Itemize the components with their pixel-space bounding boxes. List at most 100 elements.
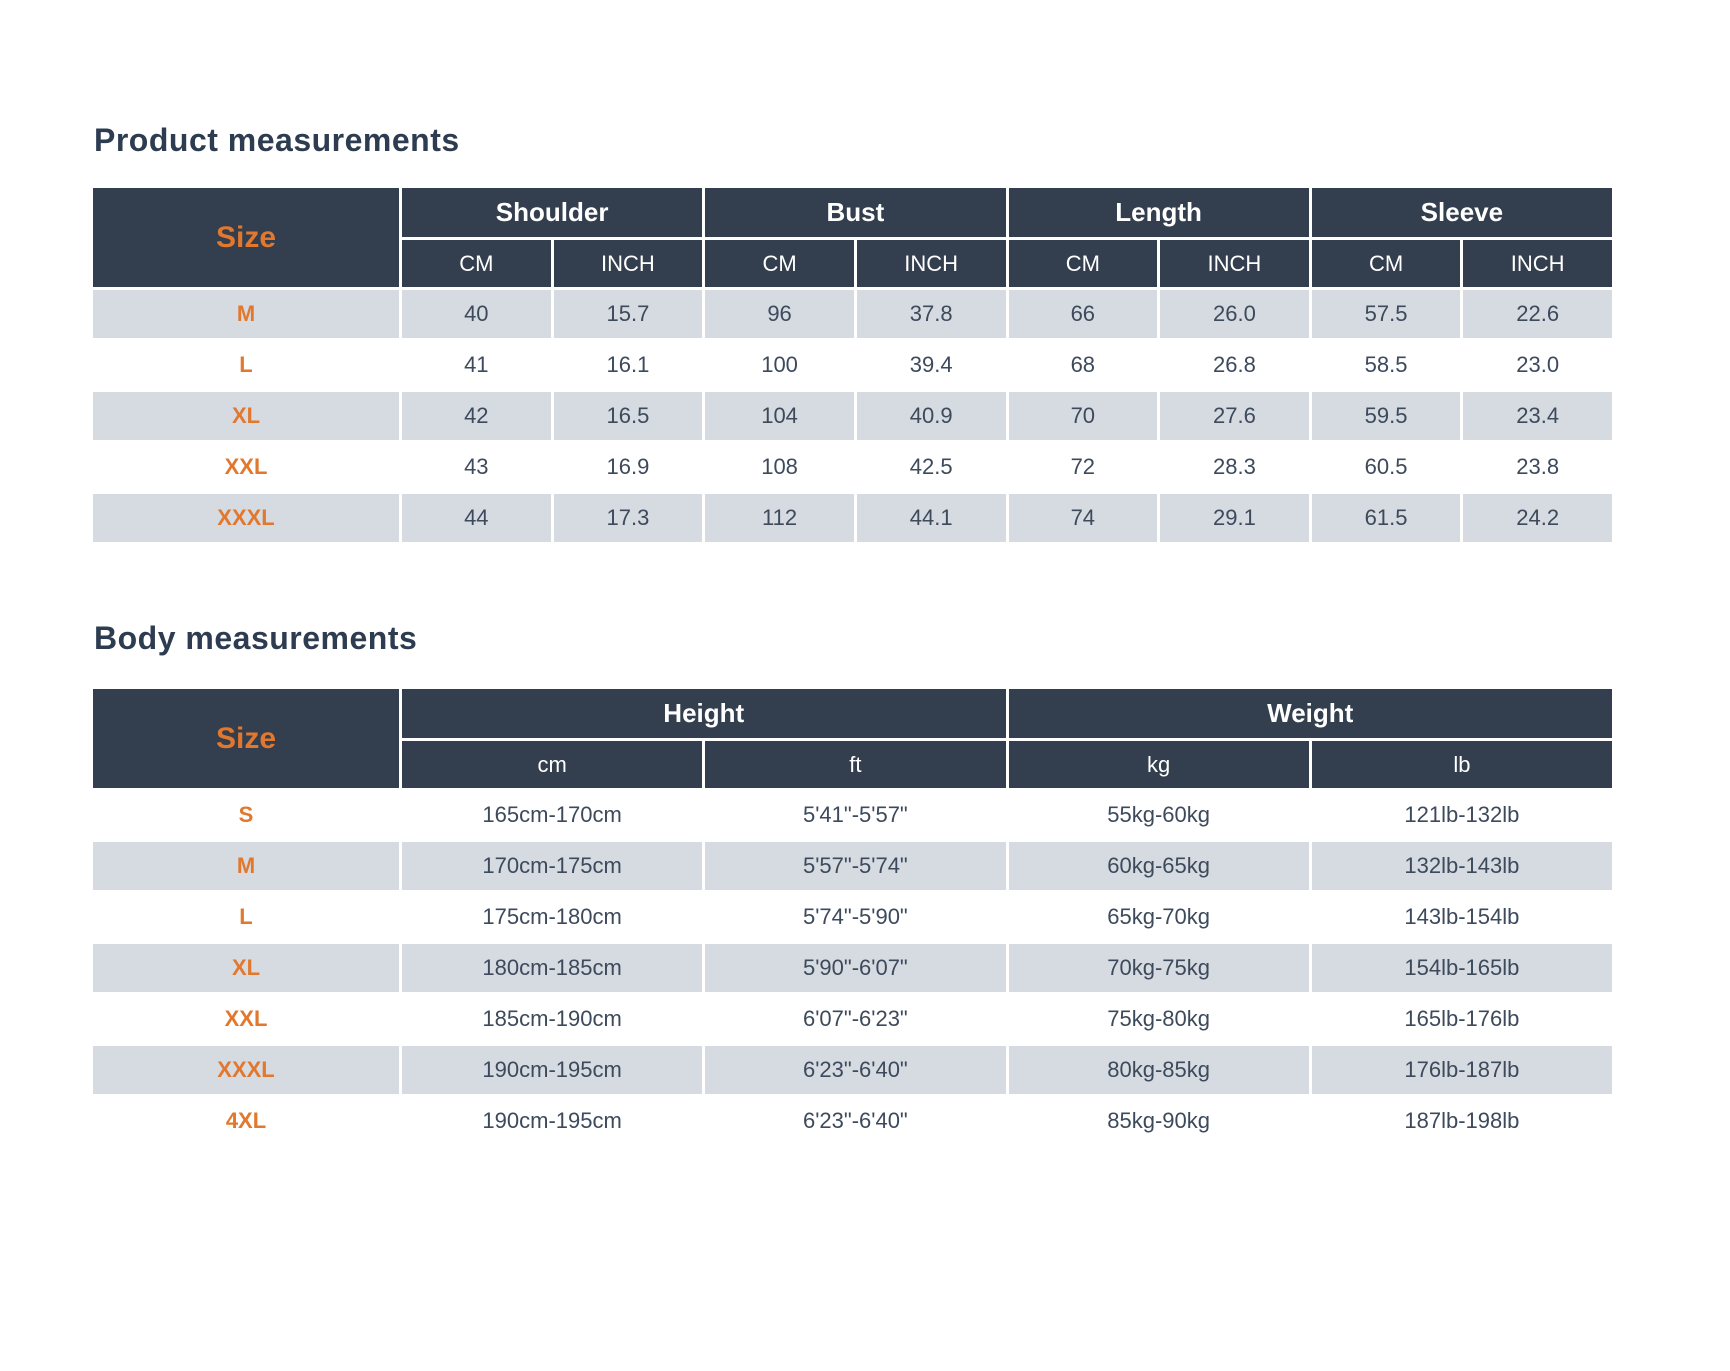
table-row: L 175cm-180cm 5'74"-5'90" 65kg-70kg 143l… [90,890,1616,944]
bust-group-header: Bust [702,185,1009,240]
value-cell: 85kg-90kg [1005,1094,1312,1148]
unit-header: INCH [853,237,1009,290]
value-cell: 61.5 [1308,491,1464,545]
table-row: XXL 185cm-190cm 6'07"-6'23" 75kg-80kg 16… [90,992,1616,1046]
size-cell: 4XL [90,1094,402,1148]
sleeve-group-header: Sleeve [1308,185,1616,240]
size-cell: M [90,287,402,341]
value-cell: 17.3 [550,491,706,545]
value-cell: 40 [399,287,554,341]
value-cell: 42.5 [853,440,1009,494]
value-cell: 6'23"-6'40" [702,1043,1009,1097]
value-cell: 112 [702,491,857,545]
size-cell: S [90,788,402,842]
value-cell: 5'74"-5'90" [702,890,1009,944]
table-subheader-row: cm ft kg lb [92,738,1616,791]
height-group-header: Height [399,686,1009,741]
value-cell: 170cm-175cm [398,839,706,893]
value-cell: 26.8 [1157,338,1312,392]
value-cell: 104 [702,389,857,443]
value-cell: 70 [1005,389,1161,443]
size-column-header: Size [90,185,402,290]
table-row: XL 180cm-185cm 5'90"-6'07" 70kg-75kg 154… [90,941,1616,995]
unit-header: kg [1005,738,1312,791]
value-cell: 5'57"-5'74" [702,839,1009,893]
size-cell: M [90,839,402,893]
size-cell: XXXL [90,1043,402,1097]
unit-header: CM [1308,237,1464,290]
value-cell: 80kg-85kg [1005,1043,1312,1097]
value-cell: 6'07"-6'23" [702,992,1009,1046]
unit-header: CM [702,237,857,290]
length-group-header: Length [1005,185,1312,240]
size-cell: L [90,890,402,944]
size-cell: XL [90,389,402,443]
value-cell: 60kg-65kg [1005,839,1312,893]
value-cell: 175cm-180cm [398,890,706,944]
table-row: S 165cm-170cm 5'41"-5'57" 55kg-60kg 121l… [90,788,1616,842]
value-cell: 96 [702,287,857,341]
value-cell: 40.9 [853,389,1009,443]
value-cell: 108 [702,440,857,494]
unit-header: INCH [1460,237,1615,290]
value-cell: 26.0 [1157,287,1312,341]
table-row: M 40 15.7 96 37.8 66 26.0 57.5 22.6 [90,287,1615,341]
value-cell: 154lb-165lb [1308,941,1616,995]
value-cell: 16.1 [550,338,706,392]
table-row: M 170cm-175cm 5'57"-5'74" 60kg-65kg 132l… [90,839,1616,893]
value-cell: 74 [1005,491,1161,545]
table-row: 4XL 190cm-195cm 6'23"-6'40" 85kg-90kg 18… [90,1094,1616,1148]
value-cell: 185cm-190cm [398,992,706,1046]
value-cell: 55kg-60kg [1005,788,1312,842]
table-header-row: Size Shoulder Bust Length Sleeve [90,185,1616,290]
value-cell: 27.6 [1157,389,1312,443]
size-cell: XL [90,941,402,995]
size-cell: XXXL [90,491,402,545]
size-cell: XXL [90,992,402,1046]
value-cell: 176lb-187lb [1308,1043,1616,1097]
body-measurements-title: Body measurements [94,620,418,656]
value-cell: 39.4 [853,338,1009,392]
value-cell: 43 [399,440,554,494]
table-subheader-row: CM INCH CM INCH CM INCH CM INCH [92,237,1615,290]
product-measurements-title: Product measurements [94,122,460,158]
value-cell: 66 [1005,287,1161,341]
unit-header: INCH [550,237,706,290]
value-cell: 44 [399,491,554,545]
unit-header: cm [398,738,706,791]
value-cell: 44.1 [853,491,1009,545]
value-cell: 28.3 [1157,440,1312,494]
value-cell: 16.9 [550,440,706,494]
unit-header: CM [1005,237,1161,290]
value-cell: 59.5 [1308,389,1464,443]
value-cell: 24.2 [1460,491,1615,545]
table-row: XXL 43 16.9 108 42.5 72 28.3 60.5 23.8 [90,440,1615,494]
value-cell: 37.8 [853,287,1009,341]
value-cell: 143lb-154lb [1308,890,1616,944]
value-cell: 29.1 [1157,491,1312,545]
table-row: XXXL 190cm-195cm 6'23"-6'40" 80kg-85kg 1… [90,1043,1616,1097]
value-cell: 42 [399,389,554,443]
value-cell: 16.5 [550,389,706,443]
value-cell: 187lb-198lb [1308,1094,1616,1148]
value-cell: 58.5 [1308,338,1464,392]
shoulder-group-header: Shoulder [398,185,706,240]
value-cell: 100 [702,338,857,392]
value-cell: 23.4 [1460,389,1615,443]
value-cell: 190cm-195cm [398,1043,706,1097]
table-row: XL 42 16.5 104 40.9 70 27.6 59.5 23.4 [90,389,1615,443]
value-cell: 132lb-143lb [1308,839,1616,893]
value-cell: 23.0 [1460,338,1615,392]
unit-header: INCH [1157,237,1312,290]
value-cell: 22.6 [1460,287,1615,341]
value-cell: 23.8 [1460,440,1615,494]
value-cell: 70kg-75kg [1005,941,1312,995]
value-cell: 165lb-176lb [1308,992,1616,1046]
unit-header: lb [1308,738,1616,791]
body-measurements-table: Size Height Weight cm ft kg lb S 165cm-1… [90,686,1616,1148]
value-cell: 41 [399,338,554,392]
unit-header: CM [399,237,554,290]
size-cell: L [90,338,402,392]
unit-header: ft [702,738,1009,791]
